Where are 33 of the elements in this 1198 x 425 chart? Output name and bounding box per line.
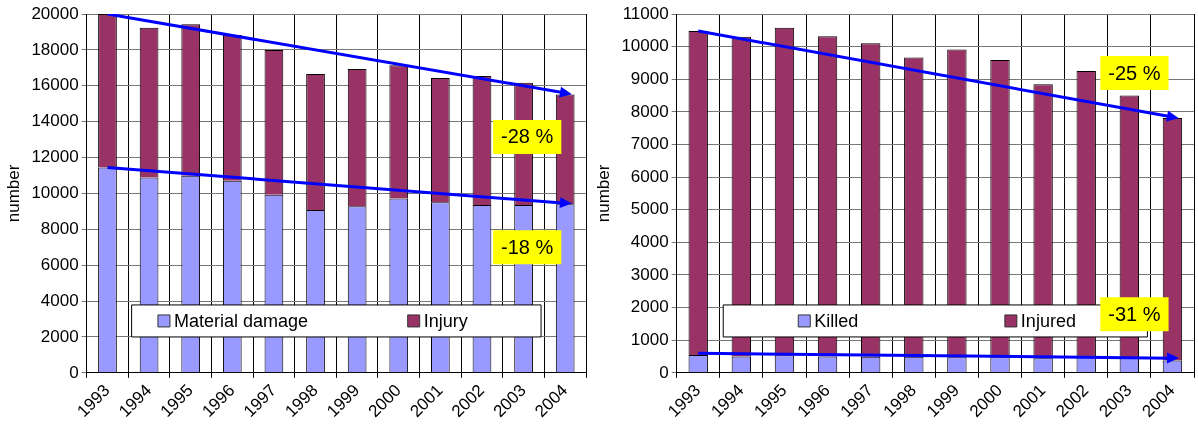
annotation: -18 % [501,235,554,258]
legend-label: Material damage [173,310,309,331]
annotation: -28 % [501,125,554,148]
y-tick-label: 10000 [621,36,669,56]
y-tick-label: 16000 [31,75,79,95]
legend-label: Injury [423,310,468,331]
annotation: -25 % [1108,61,1161,84]
y-tick-label: 8000 [630,101,669,121]
y-tick-label: 0 [659,362,669,382]
y-tick-label: 6000 [630,166,669,186]
annotation: -31 % [1108,302,1161,325]
y-tick-label: 11000 [622,3,669,23]
y-tick-label: 3000 [630,264,669,284]
y-tick-label: 2000 [630,297,669,317]
y-tick-label: 4000 [630,232,669,252]
y-tick-label: 6000 [40,254,79,274]
y-tick-label: 2000 [40,326,79,346]
y-tick-label: 10000 [31,183,79,203]
y-tick-label: 7000 [630,134,669,154]
y-tick-label: 9000 [630,68,669,88]
y-tick-label: 14000 [31,111,79,131]
y-axis-title: number [3,164,23,223]
y-tick-label: 1000 [630,329,669,349]
y-tick-label: 4000 [40,290,79,310]
legend-label: Injured [1020,310,1076,331]
y-axis-title: number [593,164,613,223]
y-tick-label: 18000 [31,39,79,59]
y-tick-label: 20000 [31,3,79,23]
y-tick-label: 5000 [630,199,669,219]
legend-label: Killed [814,310,859,331]
y-tick-label: 0 [69,362,79,382]
y-tick-label: 12000 [31,147,79,167]
y-tick-label: 8000 [40,218,79,238]
